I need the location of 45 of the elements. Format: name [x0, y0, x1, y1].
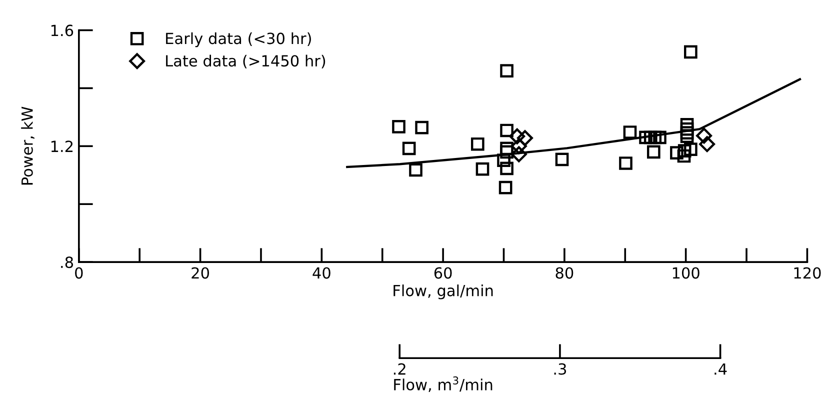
- point: [639, 130, 652, 144]
- x2-axis-title: Flow, m$^{3}$/min: [394, 376, 492, 392]
- x-tick-label: 0: [75, 267, 83, 279]
- x-tick-label: 100: [672, 267, 700, 279]
- point: [402, 142, 416, 156]
- point: [497, 154, 510, 168]
- point: [500, 64, 514, 78]
- x-tick-label: 60: [434, 267, 452, 279]
- point: [498, 180, 512, 194]
- point: [699, 136, 716, 152]
- point: [409, 163, 422, 177]
- x2-tick-label: .2: [394, 363, 406, 375]
- x-axis-title: Flow, gal/min: [394, 284, 493, 300]
- x-tick-label: 80: [556, 267, 574, 279]
- point: [510, 146, 527, 162]
- x-tick-label: 120: [794, 267, 821, 279]
- point: [509, 128, 526, 144]
- y-tick-label: 1.2: [51, 140, 73, 152]
- point: [684, 142, 698, 156]
- x-tick-label: 20: [192, 267, 209, 279]
- point: [555, 152, 569, 166]
- y-tick-label: 1.6: [51, 24, 74, 36]
- point: [684, 45, 698, 59]
- point: [653, 130, 666, 144]
- point: [500, 162, 514, 176]
- point: [500, 124, 514, 138]
- point: [696, 128, 712, 144]
- point: [619, 156, 632, 170]
- legend-label: Early data (<30 hr): [166, 32, 311, 48]
- point: [500, 145, 514, 159]
- point: [670, 146, 684, 160]
- point: [415, 120, 428, 134]
- point: [470, 137, 484, 151]
- point: [623, 126, 637, 139]
- y-axis-title: Power, kW: [21, 106, 34, 185]
- x2-tick-label: .3: [554, 363, 566, 375]
- point: [392, 120, 406, 134]
- point: [646, 145, 660, 159]
- point: [476, 162, 490, 176]
- x2-tick-label: .4: [714, 363, 727, 375]
- point: [677, 149, 691, 163]
- legend-label: Late data (>1450 hr): [166, 54, 326, 68]
- point: [517, 130, 533, 146]
- y-tick-label: .8: [61, 256, 74, 268]
- x-tick-label: 40: [312, 267, 330, 279]
